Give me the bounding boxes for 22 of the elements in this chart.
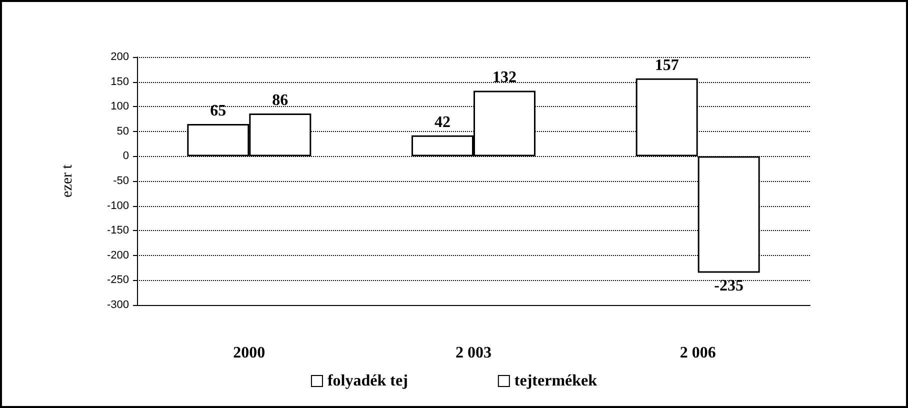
data-label: 132 [492, 69, 516, 86]
data-label: 42 [434, 114, 450, 131]
y-tick-label: -100 [106, 200, 129, 212]
data-label: 86 [272, 92, 288, 110]
legend-label: folyadék tej [327, 372, 408, 390]
y-tick-label: 200 [110, 51, 129, 63]
y-tick-label: -200 [106, 249, 129, 262]
x-tick-label: 2000 [233, 344, 266, 362]
y-tick-label: 100 [110, 100, 129, 113]
y-tick-label: 150 [110, 76, 129, 88]
legend-label: tejtermékek [514, 372, 598, 390]
y-tick-label: -250 [106, 274, 129, 286]
data-label: 65 [210, 102, 226, 120]
x-tick-label: 2 003 [456, 344, 492, 362]
y-tick-label: -300 [106, 299, 129, 311]
data-label: 157 [654, 56, 679, 74]
y-tick-label: 0 [122, 150, 129, 162]
x-tick-label: 2 006 [680, 344, 716, 362]
y-axis-title: ezer t [60, 164, 76, 198]
y-tick-label: -50 [113, 175, 129, 187]
y-tick-label: 50 [116, 125, 129, 138]
y-tick-label: -150 [106, 224, 129, 237]
